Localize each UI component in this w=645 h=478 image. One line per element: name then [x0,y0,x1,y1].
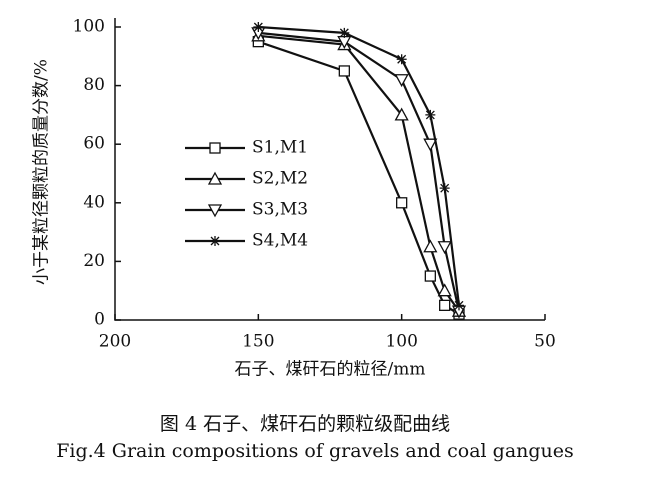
marker [210,236,220,246]
y-tick-label: 20 [83,251,105,271]
y-tick-label: 80 [83,75,105,95]
x-tick-label: 150 [242,332,274,352]
marker [424,270,436,282]
caption: 图 4 石子、煤矸石的颗粒级配曲线 [160,413,450,435]
marker [209,142,221,154]
marker [207,204,223,218]
marker [394,107,409,121]
x-tick-label: 50 [534,332,556,352]
marker [423,138,438,152]
marker [338,65,350,77]
x-axis-label: 石子、煤矸石的粒径/mm [235,360,426,380]
y-tick-label: 0 [94,310,105,330]
legend-label: S3,M3 [252,200,308,220]
marker [437,283,452,297]
series-line [258,25,461,306]
axes [114,18,545,321]
marker [253,22,264,32]
caption-en: Fig.4 Grain compositions of gravels and … [56,440,574,462]
marker [396,54,407,65]
y-tick-label: 40 [83,192,105,212]
y-tick-label: 60 [83,134,105,154]
marker [425,109,436,120]
marker [423,239,438,253]
series-line [258,31,461,312]
y-axis-label: 小于某粒径颗粒的质量分数/% [32,59,52,285]
marker [454,300,464,311]
marker [207,171,223,185]
marker [339,27,350,38]
legend-label: S1,M1 [252,138,308,158]
legend-label: S4,M4 [252,231,308,251]
x-tick-label: 200 [99,332,131,352]
marker [437,241,452,255]
marker [439,183,450,194]
legend-label: S2,M2 [252,169,308,189]
x-tick-label: 100 [385,332,417,352]
marker [396,197,408,209]
marker [439,299,451,312]
marker [394,74,409,88]
y-tick-label: 100 [73,17,105,37]
